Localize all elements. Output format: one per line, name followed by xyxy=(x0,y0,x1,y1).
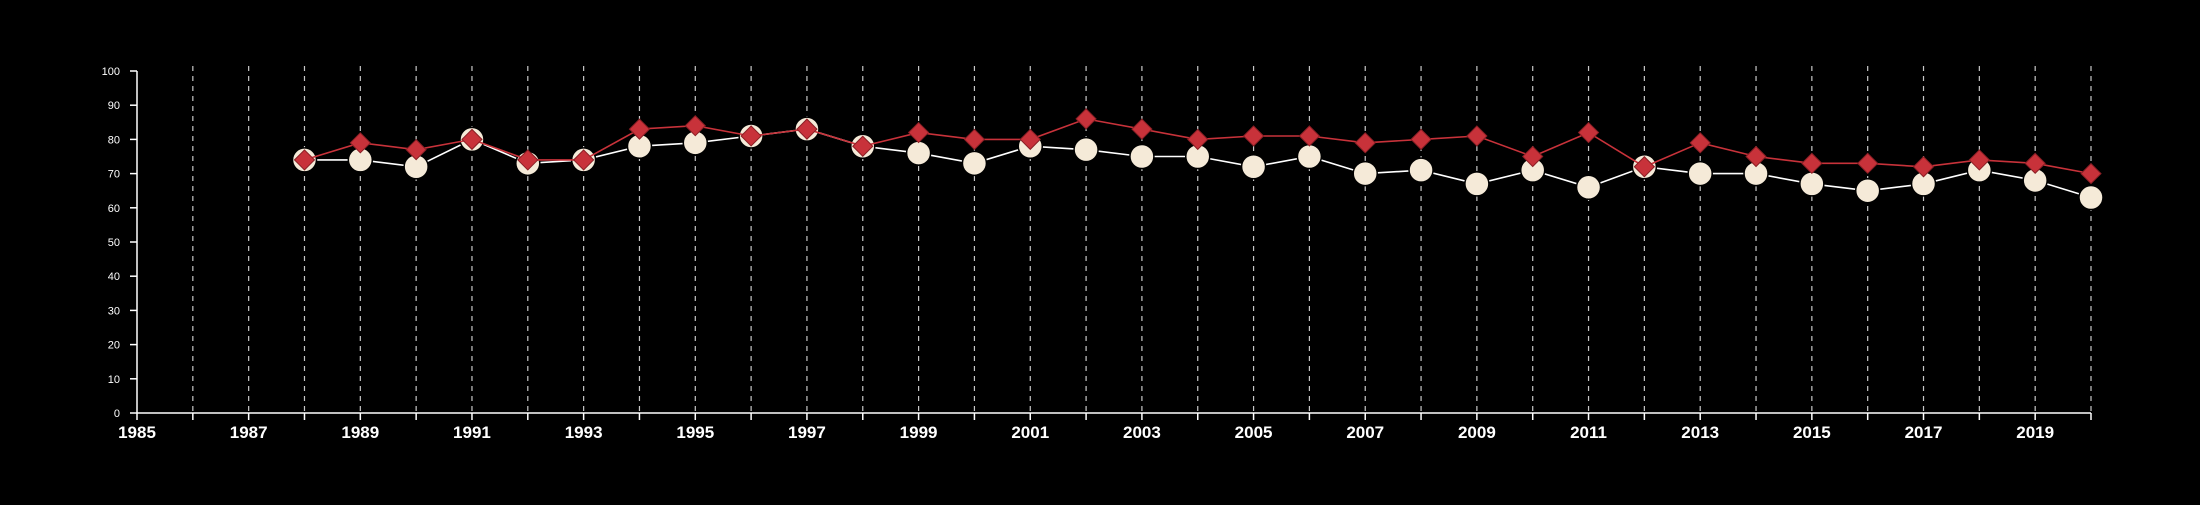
data-point-diamond xyxy=(1856,152,1879,175)
x-tick-label: 2015 xyxy=(1793,423,1831,442)
x-tick-label: 1987 xyxy=(230,423,268,442)
x-tick-label: 1985 xyxy=(118,423,156,442)
data-point-circle xyxy=(1575,174,1602,201)
data-point-circle xyxy=(1352,160,1378,187)
y-tick-label: 50 xyxy=(108,237,120,249)
data-point-diamond xyxy=(907,121,930,144)
data-point-circle xyxy=(1464,171,1490,197)
x-tick-label: 2007 xyxy=(1346,423,1384,442)
data-point-circle xyxy=(1687,160,1713,187)
data-point-diamond xyxy=(1912,156,1935,178)
y-tick-label: 10 xyxy=(108,374,120,386)
data-point-diamond xyxy=(517,149,539,171)
x-tick-label: 1995 xyxy=(676,423,714,442)
data-point-diamond xyxy=(1187,128,1209,151)
data-point-diamond xyxy=(1410,128,1432,151)
data-point-diamond xyxy=(852,135,874,157)
data-point-diamond xyxy=(1801,152,1823,175)
y-tick-label: 60 xyxy=(108,203,120,215)
data-point-diamond xyxy=(2080,162,2102,185)
y-tick-label: 30 xyxy=(108,305,120,317)
data-point-circle xyxy=(1129,143,1155,170)
x-tick-label: 2017 xyxy=(1905,423,1943,442)
data-point-diamond xyxy=(1075,108,1097,130)
y-tick-label: 0 xyxy=(114,408,120,420)
x-tick-label: 2009 xyxy=(1458,423,1496,442)
y-tick-label: 90 xyxy=(108,100,120,112)
data-point-circle xyxy=(1296,143,1323,170)
data-point-diamond xyxy=(628,118,651,140)
data-point-diamond xyxy=(1019,128,1041,151)
x-tick-label: 1999 xyxy=(900,423,938,442)
data-point-diamond xyxy=(349,132,372,154)
data-point-diamond xyxy=(740,125,762,147)
x-tick-label: 2001 xyxy=(1011,423,1049,442)
data-point-diamond xyxy=(963,128,986,151)
data-point-circle xyxy=(1854,177,1881,204)
gridlines xyxy=(192,66,2092,413)
data-point-circle xyxy=(1073,136,1099,163)
x-tick-label: 1997 xyxy=(788,423,826,442)
data-point-diamond xyxy=(1745,145,1767,168)
data-point-diamond xyxy=(1131,118,1153,140)
y-tick-label: 40 xyxy=(108,271,120,283)
x-tick-label: 2013 xyxy=(1681,423,1719,442)
series-layer xyxy=(291,108,2104,211)
data-point-diamond xyxy=(1298,125,1321,147)
data-point-diamond xyxy=(1633,156,1656,178)
y-tick-label: 80 xyxy=(108,134,120,146)
data-point-diamond xyxy=(1242,125,1265,147)
axes: 0 10 20 30 40 50 60 70 80 90 100 1985 1987 1989 1991 19… xyxy=(102,66,2092,442)
x-tick-label: 1989 xyxy=(341,423,379,442)
data-point-diamond xyxy=(572,149,595,171)
data-point-circle xyxy=(1408,157,1434,183)
data-point-circle xyxy=(1240,154,1267,180)
data-point-diamond xyxy=(1354,132,1376,154)
x-tick-label: 2005 xyxy=(1235,423,1273,442)
x-tick-label: 2019 xyxy=(2016,423,2054,442)
data-point-diamond xyxy=(1466,125,1488,147)
data-point-diamond xyxy=(2024,152,2046,175)
data-point-diamond xyxy=(1968,149,1991,171)
data-point-circle xyxy=(2078,184,2104,211)
data-point-circle xyxy=(1799,171,1825,197)
y-tick-label: 20 xyxy=(108,340,120,352)
data-point-diamond xyxy=(796,118,818,140)
data-point-diamond xyxy=(405,138,427,161)
data-point-diamond xyxy=(461,128,483,151)
x-tick-label: 1993 xyxy=(565,423,603,442)
data-point-circle xyxy=(961,150,988,177)
x-tick-label: 1991 xyxy=(453,423,491,442)
y-tick-label: 100 xyxy=(102,66,120,78)
data-point-diamond xyxy=(1689,132,1711,154)
data-point-circle xyxy=(905,140,932,166)
x-tick-label: 2011 xyxy=(1570,423,1607,442)
y-tick-label: 70 xyxy=(108,169,120,181)
data-point-diamond xyxy=(1577,121,1600,144)
x-tick-label: 2003 xyxy=(1123,423,1161,442)
data-point-diamond xyxy=(293,149,316,171)
data-point-diamond xyxy=(684,115,706,137)
data-point-diamond xyxy=(1522,145,1544,168)
